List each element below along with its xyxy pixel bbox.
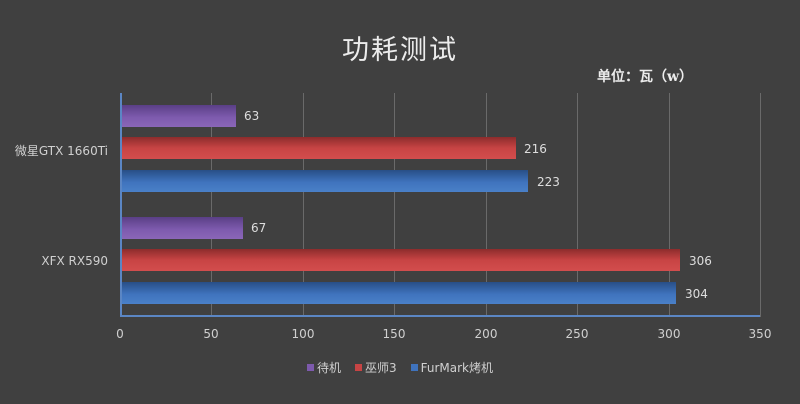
legend-label: 巫师3	[364, 361, 397, 375]
legend-swatch-icon	[354, 364, 362, 371]
legend-item-idle[interactable]: 待机	[306, 359, 341, 376]
x-tick: 250	[565, 327, 589, 341]
gridline	[577, 93, 578, 317]
legend-item-witcher3[interactable]: 巫师3	[354, 359, 397, 376]
legend: 待机 巫师3 FurMark烤机	[0, 359, 800, 376]
value-label: 63	[244, 109, 260, 123]
x-tick: 50	[203, 327, 219, 341]
bar-1660ti-idle	[121, 105, 236, 127]
category-label: 微星GTX 1660Ti	[14, 144, 108, 158]
x-tick: 100	[291, 327, 315, 341]
bar-rx590-furmark	[121, 282, 676, 304]
x-tick: 350	[748, 327, 772, 341]
legend-swatch-icon	[306, 364, 314, 371]
y-axis	[120, 93, 122, 317]
gridline	[486, 93, 487, 317]
gridline	[303, 93, 304, 317]
legend-label: 待机	[316, 361, 341, 375]
bar-rx590-idle	[121, 217, 243, 239]
gridline	[669, 93, 670, 317]
plot-area: 63 216 223 67 306 304	[120, 93, 761, 317]
value-label: 306	[689, 254, 712, 268]
value-label: 67	[251, 221, 267, 235]
chart-title: 功耗测试	[342, 35, 458, 66]
x-tick: 200	[474, 327, 498, 341]
x-axis	[120, 315, 760, 317]
legend-swatch-icon	[410, 364, 418, 371]
x-tick: 150	[382, 327, 406, 341]
x-tick: 0	[116, 327, 124, 341]
unit-label: 单位：瓦（w）	[597, 69, 694, 85]
x-tick: 300	[657, 327, 681, 341]
bar-rx590-witcher3	[121, 249, 680, 271]
value-label: 304	[685, 287, 708, 301]
bar-1660ti-witcher3	[121, 137, 516, 159]
gridline	[211, 93, 212, 317]
bar-1660ti-furmark	[121, 170, 528, 192]
legend-item-furmark[interactable]: FurMark烤机	[410, 359, 494, 376]
gridline	[760, 93, 761, 317]
legend-label: FurMark烤机	[420, 361, 494, 375]
category-label: XFX RX590	[41, 254, 108, 268]
value-label: 216	[524, 142, 547, 156]
value-label: 223	[537, 175, 560, 189]
gridline	[394, 93, 395, 317]
